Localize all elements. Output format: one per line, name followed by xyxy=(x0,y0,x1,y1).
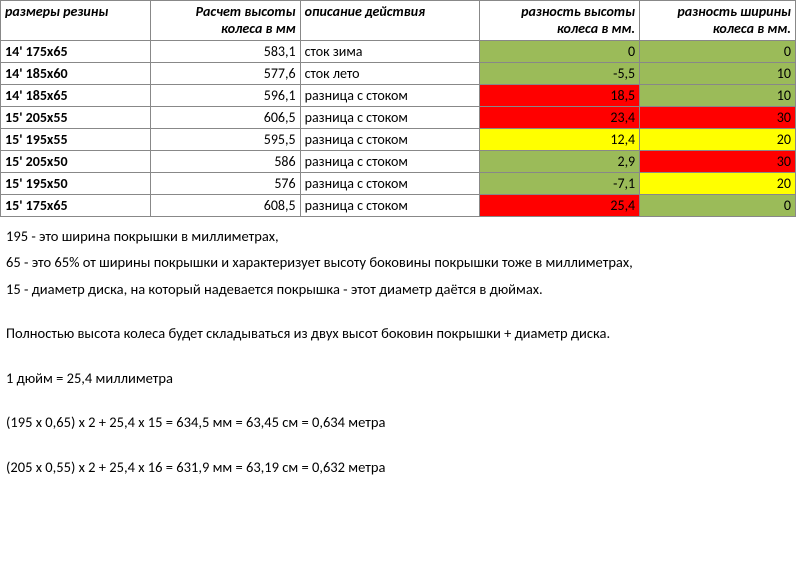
cell-calc: 596,1 xyxy=(150,85,300,107)
cell-diff-h: 0 xyxy=(480,41,640,63)
cell-diff-w: 10 xyxy=(640,85,796,107)
cell-diff-w: 30 xyxy=(640,107,796,129)
cell-diff-h: 12,4 xyxy=(480,129,640,151)
cell-diff-w: 0 xyxy=(640,41,796,63)
cell-calc: 586 xyxy=(150,151,300,173)
cell-calc: 576 xyxy=(150,173,300,195)
header-desc: описание действия xyxy=(300,1,480,41)
note-line: (205 х 0,55) х 2 + 25,4 х 16 = 631,9 мм … xyxy=(6,456,790,478)
cell-size: 14' 185x65 xyxy=(1,85,151,107)
header-diff-h: разность высоты колеса в мм. xyxy=(480,1,640,41)
note-line: 65 - это 65% от ширины покрышки и характ… xyxy=(6,251,790,273)
cell-diff-h: 23,4 xyxy=(480,107,640,129)
table-row: 14' 185x60577,6сток лето-5,510 xyxy=(1,63,796,85)
cell-desc: разница с стоком xyxy=(300,85,480,107)
cell-size: 15' 175x65 xyxy=(1,195,151,217)
note-line: 195 - это ширина покрышки в миллиметрах, xyxy=(6,225,790,247)
cell-calc: 577,6 xyxy=(150,63,300,85)
cell-diff-h: -7,1 xyxy=(480,173,640,195)
cell-size: 15' 205x50 xyxy=(1,151,151,173)
cell-size: 14' 185x60 xyxy=(1,63,151,85)
table-row: 15' 175x65608,5разница с стоком25,40 xyxy=(1,195,796,217)
cell-desc: сток лето xyxy=(300,63,480,85)
cell-desc: разница с стоком xyxy=(300,129,480,151)
cell-calc: 595,5 xyxy=(150,129,300,151)
cell-diff-h: 18,5 xyxy=(480,85,640,107)
table-row: 15' 205x50586разница с стоком2,930 xyxy=(1,151,796,173)
note-line: 1 дюйм = 25,4 миллиметра xyxy=(6,367,790,389)
cell-size: 15' 195x55 xyxy=(1,129,151,151)
header-diff-w: разность ширины колеса в мм. xyxy=(640,1,796,41)
cell-calc: 606,5 xyxy=(150,107,300,129)
cell-size: 15' 205x55 xyxy=(1,107,151,129)
cell-desc: сток зима xyxy=(300,41,480,63)
cell-diff-h: -5,5 xyxy=(480,63,640,85)
cell-diff-w: 20 xyxy=(640,129,796,151)
cell-diff-h: 2,9 xyxy=(480,151,640,173)
tire-table: размеры резины Расчет высоты колеса в мм… xyxy=(0,0,796,217)
table-row: 15' 205x55606,5разница с стоком23,430 xyxy=(1,107,796,129)
cell-calc: 608,5 xyxy=(150,195,300,217)
cell-size: 15' 195x50 xyxy=(1,173,151,195)
notes-block: 195 - это ширина покрышки в миллиметрах,… xyxy=(0,217,796,490)
note-line: (195 х 0,65) х 2 + 25,4 х 15 = 634,5 мм … xyxy=(6,411,790,433)
cell-desc: разница с стоком xyxy=(300,107,480,129)
table-row: 15' 195x55595,5разница с стоком12,420 xyxy=(1,129,796,151)
table-body: 14' 175x65583,1сток зима0014' 185x60577,… xyxy=(1,41,796,217)
table-row: 15' 195x50576разница с стоком-7,120 xyxy=(1,173,796,195)
header-size: размеры резины xyxy=(1,1,151,41)
cell-size: 14' 175x65 xyxy=(1,41,151,63)
cell-desc: разница с стоком xyxy=(300,173,480,195)
note-line: Полностью высота колеса будет складывать… xyxy=(6,322,790,344)
header-row: размеры резины Расчет высоты колеса в мм… xyxy=(1,1,796,41)
cell-desc: разница с стоком xyxy=(300,151,480,173)
table-row: 14' 175x65583,1сток зима00 xyxy=(1,41,796,63)
cell-diff-w: 20 xyxy=(640,173,796,195)
note-line: 15 - диаметр диска, на который надеваетс… xyxy=(6,278,790,300)
cell-desc: разница с стоком xyxy=(300,195,480,217)
cell-diff-w: 30 xyxy=(640,151,796,173)
table-row: 14' 185x65596,1разница с стоком18,510 xyxy=(1,85,796,107)
header-calc: Расчет высоты колеса в мм xyxy=(150,1,300,41)
cell-calc: 583,1 xyxy=(150,41,300,63)
cell-diff-w: 0 xyxy=(640,195,796,217)
cell-diff-h: 25,4 xyxy=(480,195,640,217)
cell-diff-w: 10 xyxy=(640,63,796,85)
